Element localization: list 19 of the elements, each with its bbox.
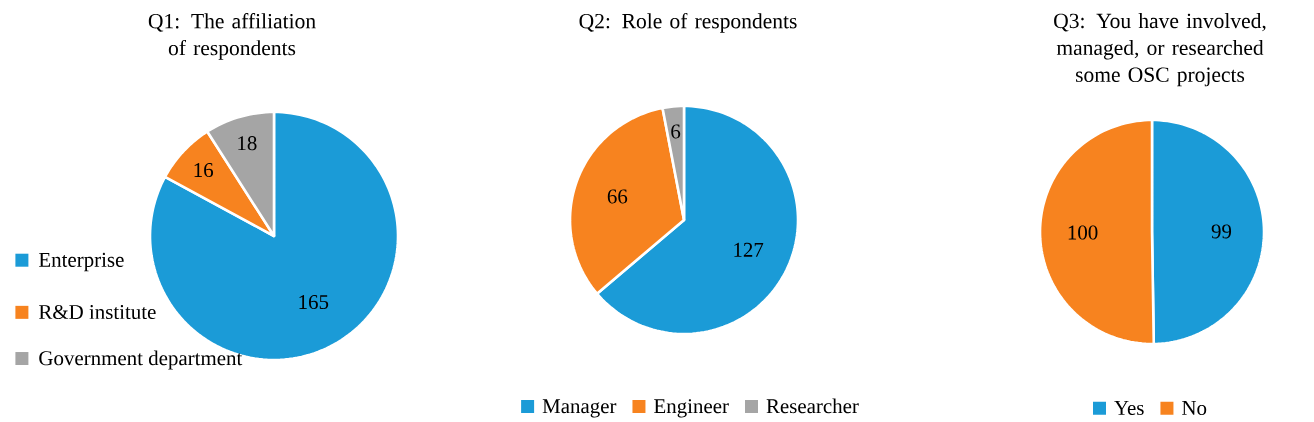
chart-title: Q2: Role of respondents bbox=[579, 13, 797, 33]
chart-title: Q3: You have involved, managed, or researched some OSC projects bbox=[1054, 13, 1266, 87]
legend-label: Enterprise bbox=[38, 252, 124, 272]
legend-label: Government department bbox=[39, 350, 243, 370]
data-label: 127 bbox=[734, 242, 764, 257]
chart-title: Q1: The affiliation of respondents bbox=[148, 13, 316, 60]
data-label: 100 bbox=[1068, 225, 1098, 240]
data-label: 16 bbox=[194, 163, 214, 178]
legend-label: No bbox=[1182, 401, 1207, 415]
data-label: 66 bbox=[607, 189, 628, 204]
data-label: 6 bbox=[671, 124, 681, 139]
data-label: 99 bbox=[1211, 224, 1232, 239]
legend-label: Engineer bbox=[654, 399, 729, 418]
legend-label: Yes bbox=[1114, 401, 1144, 415]
legend-label: Manager bbox=[542, 399, 617, 418]
legend-label: Researcher bbox=[766, 398, 859, 414]
data-label: 18 bbox=[238, 136, 257, 151]
legend-label: R&D institute bbox=[38, 304, 156, 320]
data-label: 165 bbox=[299, 295, 329, 310]
